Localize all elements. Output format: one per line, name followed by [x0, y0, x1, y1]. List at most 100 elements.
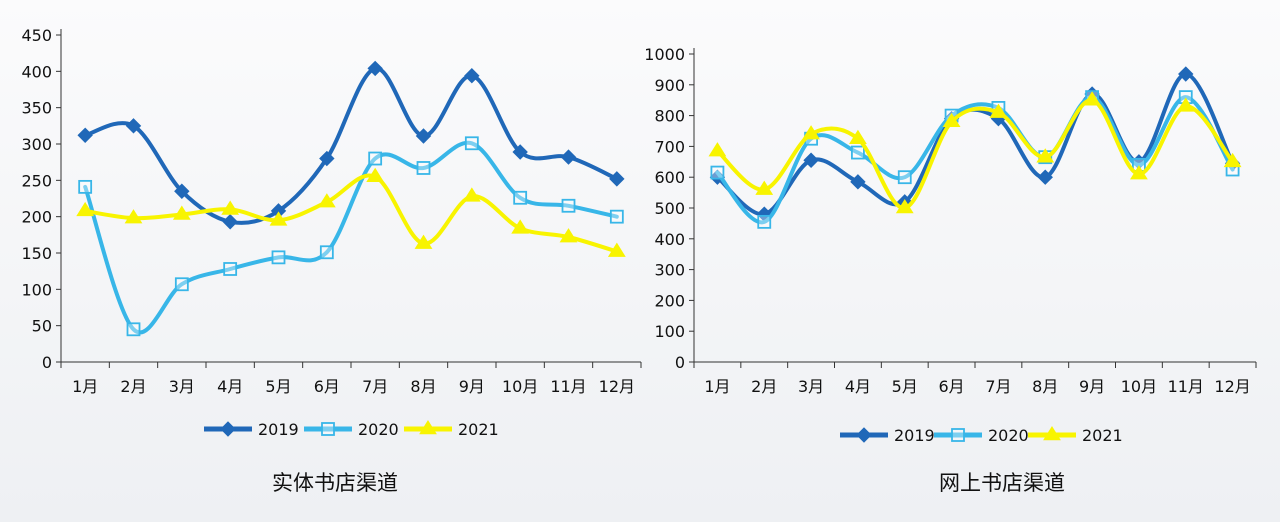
x-tick-label: 7月: [362, 377, 388, 396]
y-tick-label: 1000: [644, 45, 685, 64]
point: [462, 187, 481, 202]
legend-marker: [951, 428, 965, 442]
legend-label: 2021: [1082, 426, 1123, 445]
x-tick-label: 4月: [217, 377, 243, 396]
legend-entry-2020: 2020: [934, 426, 1029, 445]
point: [708, 142, 727, 157]
y-tick-label: 500: [654, 199, 685, 218]
series-2021: [76, 167, 626, 257]
y-tick-label: 300: [654, 261, 685, 280]
y-tick-label: 250: [21, 171, 52, 190]
legend-entry-2021: 2021: [404, 420, 499, 439]
x-tick-label: 2月: [751, 377, 777, 396]
point: [942, 112, 961, 128]
point: [512, 144, 528, 160]
x-tick-label: 4月: [845, 377, 871, 396]
legend-label: 2019: [894, 426, 935, 445]
point: [1223, 152, 1242, 168]
point: [802, 125, 820, 140]
y-tick-label: 400: [654, 230, 685, 249]
legend-entry-2019: 2019: [840, 426, 935, 445]
x-tick-label: 12月: [599, 377, 635, 396]
point: [895, 199, 914, 214]
point: [77, 127, 93, 143]
legend-marker: [856, 427, 872, 443]
legend-entry-2019: 2019: [204, 420, 299, 439]
y-tick-label: 350: [21, 99, 52, 118]
point: [174, 183, 190, 199]
x-tick-label: 6月: [938, 377, 964, 396]
legend-marker: [220, 421, 236, 437]
point: [1178, 66, 1194, 82]
y-tick-label: 700: [654, 137, 685, 156]
point: [513, 190, 528, 205]
x-tick-label: 5月: [892, 377, 918, 396]
legend-entry-2021: 2021: [1028, 426, 1123, 445]
series-line: [715, 98, 1235, 210]
x-tick-label: 11月: [1168, 377, 1204, 396]
y-tick-label: 800: [654, 107, 685, 126]
chart-title: 网上书店渠道: [939, 471, 1065, 495]
legend-marker: [1043, 426, 1061, 441]
point: [416, 161, 431, 175]
y-tick-label: 600: [654, 168, 685, 187]
y-tick-label: 900: [654, 76, 685, 95]
legend: 2019 2020 2021: [840, 426, 1123, 445]
point: [319, 245, 334, 260]
point: [174, 277, 189, 292]
point: [269, 211, 288, 226]
point: [271, 250, 286, 265]
series-line: [83, 173, 619, 254]
x-tick-label: 9月: [1079, 377, 1105, 396]
y-tick-label: 100: [654, 322, 685, 341]
legend-label: 2021: [458, 420, 499, 439]
x-tick-label: 6月: [314, 377, 340, 396]
point: [368, 151, 383, 166]
point: [897, 170, 912, 185]
point: [803, 152, 819, 168]
x-tick-label: 2月: [120, 377, 146, 396]
point: [1083, 91, 1101, 106]
x-tick-label: 3月: [798, 377, 824, 396]
y-tick-label: 0: [42, 353, 52, 372]
x-tick-label: 5月: [265, 377, 291, 396]
point: [755, 180, 774, 195]
point: [989, 103, 1008, 118]
legend-entry-2020: 2020: [304, 420, 399, 439]
point: [559, 228, 578, 243]
point: [126, 322, 141, 337]
point: [222, 214, 238, 230]
point: [367, 60, 383, 77]
point: [124, 209, 143, 224]
point: [221, 200, 240, 215]
legend: 2019 2020 2021: [204, 420, 499, 439]
point: [1176, 97, 1195, 112]
y-tick-label: 400: [21, 62, 52, 81]
x-tick-label: 8月: [410, 377, 436, 396]
point: [319, 150, 335, 167]
x-tick-label: 1月: [704, 377, 730, 396]
y-tick-label: 150: [21, 244, 52, 263]
point: [1037, 169, 1053, 185]
x-tick-label: 3月: [169, 377, 195, 396]
point: [78, 179, 93, 194]
series-2020: [78, 136, 624, 337]
point: [415, 128, 432, 144]
point: [125, 118, 142, 134]
series-2021: [708, 91, 1242, 214]
series-line: [715, 95, 1235, 224]
y-tick-label: 450: [21, 26, 52, 45]
point: [366, 167, 385, 182]
x-tick-label: 7月: [985, 377, 1011, 396]
chart-physical-bookstore: 0 50 100 150 200 250 300 350 400 450 1月 2月 3月 4月 5月 6月 7…: [21, 26, 642, 495]
y-tick-label: 50: [32, 317, 52, 336]
x-tick-label: 1月: [72, 377, 98, 396]
point: [560, 149, 577, 165]
chart-title: 实体书店渠道: [272, 471, 398, 495]
point: [757, 214, 772, 229]
point: [464, 136, 479, 151]
point: [172, 205, 191, 220]
point: [464, 67, 480, 84]
y-tick-label: 200: [654, 291, 685, 310]
